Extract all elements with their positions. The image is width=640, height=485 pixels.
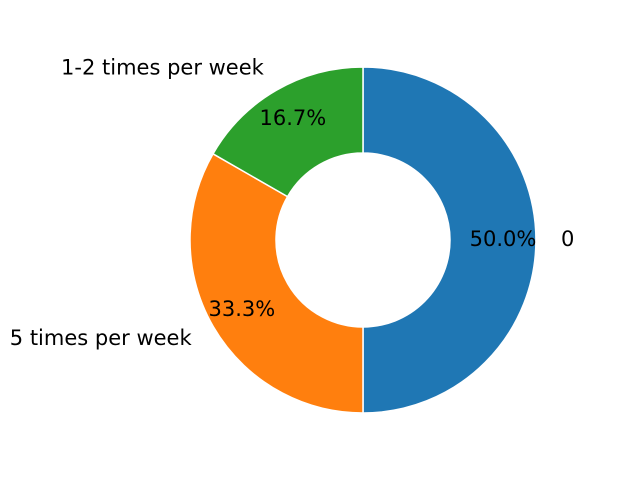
category-label-5-times-per-week: 5 times per week: [10, 326, 193, 350]
category-label-1-2-times-per-week: 1-2 times per week: [61, 56, 265, 80]
slice-0: [362, 66, 537, 414]
slice-group: [189, 66, 537, 414]
percent-label-5-times-per-week: 33.3%: [208, 297, 275, 321]
percent-label-0: 50.0%: [470, 227, 537, 251]
percent-label-1-2-times-per-week: 16.7%: [260, 106, 327, 130]
slice-5-times-per-week: [189, 152, 364, 414]
label-group: 0 50.0% 5 times per week 33.3% 1-2 times per…: [10, 56, 575, 351]
slice-1-2-times-per-week: [211, 66, 364, 198]
category-label-0: 0: [561, 227, 574, 251]
